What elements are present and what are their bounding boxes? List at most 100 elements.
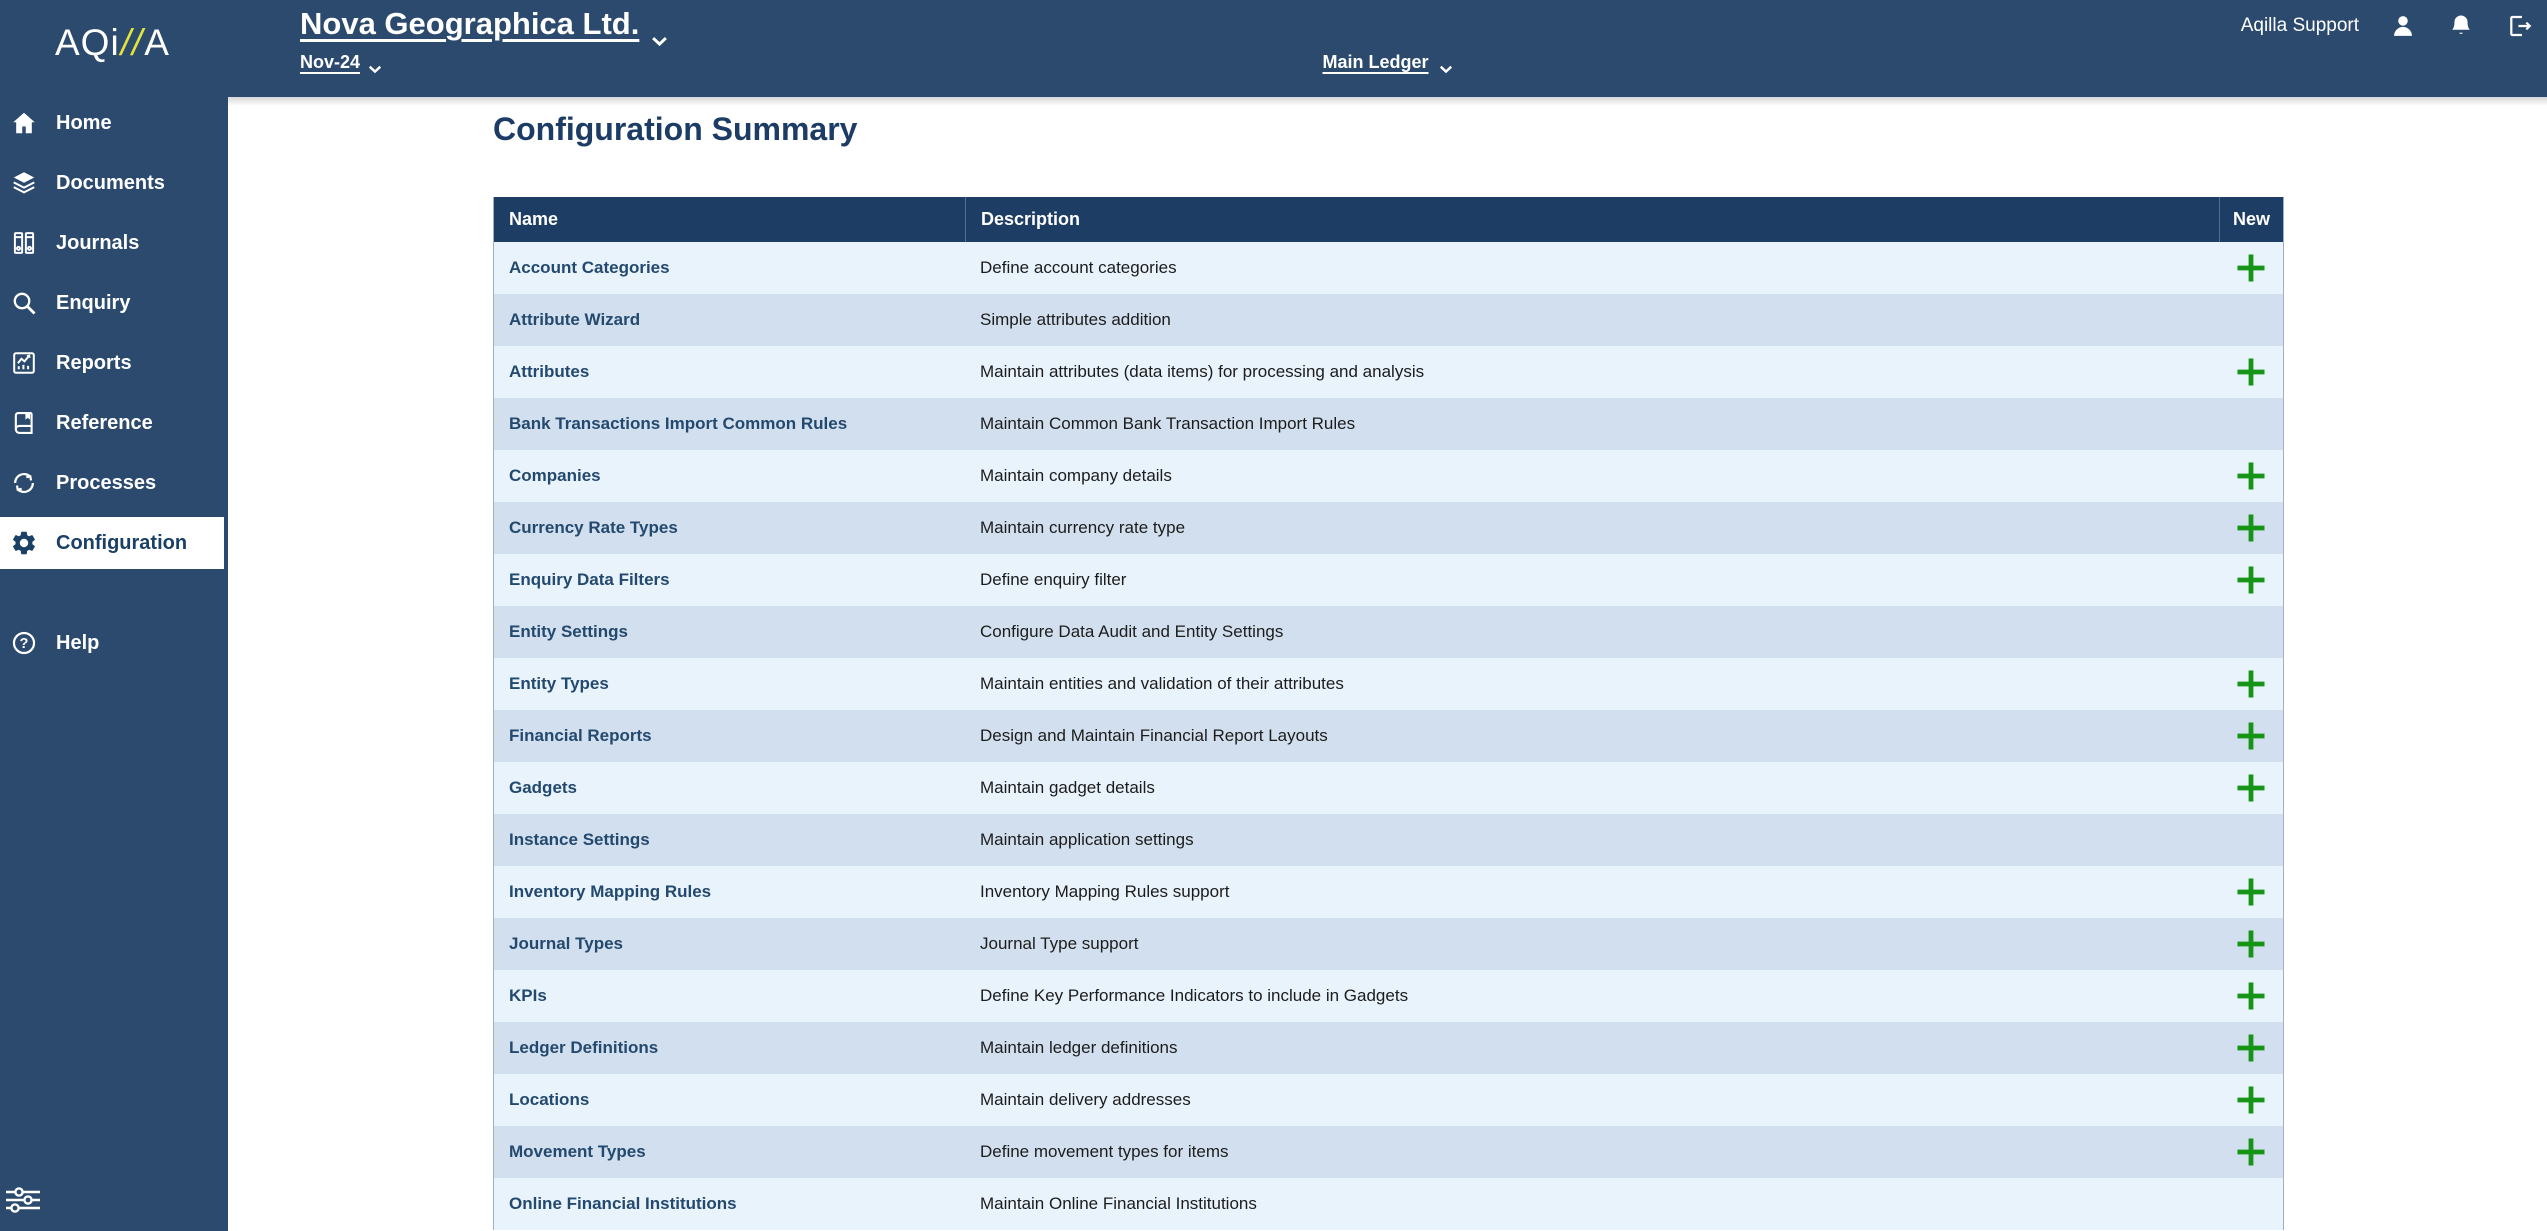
add-new-button[interactable] bbox=[2234, 875, 2268, 909]
row-name-cell: Financial Reports bbox=[494, 726, 965, 746]
row-name-link[interactable]: Movement Types bbox=[509, 1142, 646, 1161]
add-new-button[interactable] bbox=[2234, 1031, 2268, 1065]
row-name-cell: Bank Transactions Import Common Rules bbox=[494, 414, 965, 434]
row-description: Maintain attributes (data items) for pro… bbox=[980, 362, 1425, 381]
logo-text: AQi bbox=[55, 22, 120, 63]
table-row: Online Financial Institutions Maintain O… bbox=[494, 1178, 2283, 1230]
table-row: Movement Types Define movement types for… bbox=[494, 1126, 2283, 1178]
search-icon bbox=[10, 289, 38, 317]
row-description: Maintain gadget details bbox=[980, 778, 1155, 797]
company-selector[interactable]: Nova Geographica Ltd. bbox=[300, 6, 668, 42]
row-name-link[interactable]: Entity Settings bbox=[509, 622, 629, 641]
row-name-link[interactable]: Companies bbox=[509, 466, 601, 485]
table-body: Account Categories Define account catego… bbox=[494, 242, 2283, 1230]
row-name-cell: Gadgets bbox=[494, 778, 965, 798]
row-name-cell: Journal Types bbox=[494, 934, 965, 954]
row-name-link[interactable]: Instance Settings bbox=[509, 830, 650, 849]
row-description: Maintain ledger definitions bbox=[980, 1038, 1178, 1057]
row-name-cell: Attribute Wizard bbox=[494, 310, 965, 330]
logo-slashes: // bbox=[120, 22, 144, 63]
add-new-button[interactable] bbox=[2234, 355, 2268, 389]
row-name-link[interactable]: Enquiry Data Filters bbox=[509, 570, 670, 589]
help-icon bbox=[10, 629, 38, 657]
column-header-new: New bbox=[2219, 197, 2283, 242]
row-name-link[interactable]: Attribute Wizard bbox=[509, 310, 641, 329]
add-new-button[interactable] bbox=[2234, 511, 2268, 545]
sidebar-item-help[interactable]: Help bbox=[0, 617, 228, 669]
chevron-down-icon bbox=[651, 19, 668, 30]
add-new-button[interactable] bbox=[2234, 667, 2268, 701]
row-name-cell: Ledger Definitions bbox=[494, 1038, 965, 1058]
logout-icon[interactable] bbox=[2505, 12, 2533, 40]
row-name-cell: Account Categories bbox=[494, 258, 965, 278]
row-name-link[interactable]: Bank Transactions Import Common Rules bbox=[509, 414, 848, 433]
sidebar-item-documents[interactable]: Documents bbox=[0, 157, 228, 209]
row-description: Maintain delivery addresses bbox=[980, 1090, 1191, 1109]
row-name-link[interactable]: Inventory Mapping Rules bbox=[509, 882, 712, 901]
aqilla-logo[interactable]: AQi//A bbox=[55, 22, 170, 64]
row-name-cell: Locations bbox=[494, 1090, 965, 1110]
column-header-description: Description bbox=[965, 197, 2219, 242]
row-description: Inventory Mapping Rules support bbox=[980, 882, 1230, 901]
sidebar-item-journals[interactable]: Journals bbox=[0, 217, 228, 269]
row-name-cell: Entity Types bbox=[494, 674, 965, 694]
sidebar-nav: Home Documents Journals Enquiry Reports … bbox=[0, 97, 228, 669]
add-new-button[interactable] bbox=[2234, 459, 2268, 493]
home-icon bbox=[10, 109, 38, 137]
user-cluster: Aqilla Support bbox=[2241, 9, 2533, 43]
row-new-cell bbox=[2219, 875, 2283, 909]
ledger-selector[interactable]: Main Ledger bbox=[1322, 52, 1452, 73]
period-selector[interactable]: Nov-24 bbox=[300, 52, 382, 73]
table-row: Locations Maintain delivery addresses bbox=[494, 1074, 2283, 1126]
column-header-name: Name bbox=[509, 209, 559, 229]
row-name-link[interactable]: Ledger Definitions bbox=[509, 1038, 659, 1057]
sidebar-item-home[interactable]: Home bbox=[0, 97, 228, 149]
row-description: Define Key Performance Indicators to inc… bbox=[980, 986, 1409, 1005]
add-new-button[interactable] bbox=[2234, 251, 2268, 285]
table-row: Attribute Wizard Simple attributes addit… bbox=[494, 294, 2283, 346]
processes-icon bbox=[10, 469, 38, 497]
table-row: Bank Transactions Import Common Rules Ma… bbox=[494, 398, 2283, 450]
row-new-cell bbox=[2219, 459, 2283, 493]
row-name-link[interactable]: Locations bbox=[509, 1090, 590, 1109]
row-name-cell: KPIs bbox=[494, 986, 965, 1006]
row-name-link[interactable]: Online Financial Institutions bbox=[509, 1194, 737, 1213]
user-icon[interactable] bbox=[2389, 12, 2417, 40]
add-new-button[interactable] bbox=[2234, 771, 2268, 805]
add-new-button[interactable] bbox=[2234, 927, 2268, 961]
row-name-link[interactable]: Entity Types bbox=[509, 674, 609, 693]
row-description: Maintain currency rate type bbox=[980, 518, 1186, 537]
sidebar-item-reference[interactable]: Reference bbox=[0, 397, 228, 449]
add-new-button[interactable] bbox=[2234, 1083, 2268, 1117]
sidebar-item-reports[interactable]: Reports bbox=[0, 337, 228, 389]
table-row: KPIs Define Key Performance Indicators t… bbox=[494, 970, 2283, 1022]
add-new-button[interactable] bbox=[2234, 979, 2268, 1013]
table-row: Attributes Maintain attributes (data ite… bbox=[494, 346, 2283, 398]
sidebar-item-processes[interactable]: Processes bbox=[0, 457, 228, 509]
table-row: Account Categories Define account catego… bbox=[494, 242, 2283, 294]
period-label: Nov-24 bbox=[300, 52, 361, 72]
row-name-link[interactable]: Journal Types bbox=[509, 934, 623, 953]
add-new-button[interactable] bbox=[2234, 719, 2268, 753]
row-name-link[interactable]: Attributes bbox=[509, 362, 590, 381]
row-name-link[interactable]: Financial Reports bbox=[509, 726, 652, 745]
sidebar-item-enquiry[interactable]: Enquiry bbox=[0, 277, 228, 329]
row-name-link[interactable]: Currency Rate Types bbox=[509, 518, 678, 537]
sidebar-item-configuration[interactable]: Configuration bbox=[0, 517, 224, 569]
table-row: Instance Settings Maintain application s… bbox=[494, 814, 2283, 866]
add-new-button[interactable] bbox=[2234, 1135, 2268, 1169]
company-name: Nova Geographica Ltd. bbox=[300, 6, 640, 41]
chevron-down-icon bbox=[1439, 58, 1453, 67]
filter-sliders-icon[interactable] bbox=[4, 1185, 42, 1215]
ledger-label: Main Ledger bbox=[1322, 52, 1429, 72]
row-name-cell: Currency Rate Types bbox=[494, 518, 965, 538]
row-new-cell bbox=[2219, 719, 2283, 753]
row-name-link[interactable]: KPIs bbox=[509, 986, 547, 1005]
row-name-link[interactable]: Account Categories bbox=[509, 258, 670, 277]
add-new-button[interactable] bbox=[2234, 563, 2268, 597]
row-name-link[interactable]: Gadgets bbox=[509, 778, 578, 797]
row-description: Configure Data Audit and Entity Settings bbox=[980, 622, 1284, 641]
notifications-icon[interactable] bbox=[2447, 12, 2475, 40]
gear-icon bbox=[10, 529, 38, 557]
table-row: Enquiry Data Filters Define enquiry filt… bbox=[494, 554, 2283, 606]
